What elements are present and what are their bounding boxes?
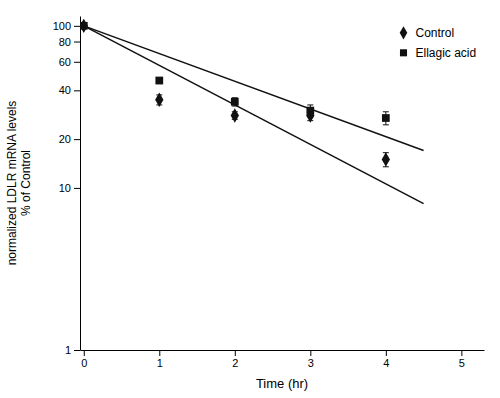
error-bar: [383, 112, 389, 125]
tick-mark: [386, 350, 387, 356]
error-bar: [232, 98, 238, 106]
x-axis: 0 1 2 3 4 5: [81, 350, 485, 369]
series: [80, 22, 390, 125]
tick-mark: [235, 350, 236, 356]
legend: Control Ellagic acid: [400, 26, 477, 60]
point: [231, 108, 239, 122]
tick-label: 40: [59, 84, 71, 96]
y-axis-title: normalized LDLR mRNA levels% of Control: [5, 101, 33, 266]
tick-label: 3: [308, 357, 314, 369]
legend-item: Control: [400, 26, 454, 40]
fit-line: [84, 26, 424, 204]
tick-label: 10: [59, 182, 71, 194]
tick-mark: [74, 26, 80, 27]
fit-line: [84, 26, 424, 151]
tick: 3: [308, 350, 314, 369]
tick-label: 1: [65, 344, 71, 356]
tick: 60: [59, 56, 80, 68]
point: [382, 114, 390, 122]
series: [80, 19, 390, 167]
tick: 1: [157, 350, 163, 369]
chart: 01234511020406080100ControlEllagic acidT…: [0, 0, 500, 398]
tick-mark: [74, 90, 80, 91]
point: [80, 19, 88, 33]
tick: 40: [59, 84, 80, 96]
tick: 100: [53, 20, 80, 32]
error-bar-cap: [307, 116, 313, 117]
y-axis-title-line: % of Control: [19, 150, 33, 216]
tick: 2: [232, 350, 238, 369]
marks: [80, 19, 424, 204]
tick-label: 60: [59, 56, 71, 68]
tick: 80: [59, 36, 80, 48]
error-bar: [156, 78, 162, 84]
tick-mark: [74, 188, 80, 189]
tick: 10: [59, 182, 80, 194]
legend-label: Ellagic acid: [415, 46, 476, 60]
error-bar-cap: [307, 104, 313, 105]
y-axis-title-line: normalized LDLR mRNA levels: [5, 101, 19, 266]
tick-label: 20: [59, 133, 71, 145]
tick-mark: [74, 350, 80, 351]
point: [155, 77, 163, 85]
error-bar-cap: [232, 106, 238, 107]
x-axis-title: Time (hr): [256, 376, 308, 391]
tick-mark: [84, 350, 85, 356]
tick-label: 0: [81, 357, 87, 369]
tick-label: 1: [157, 357, 163, 369]
point: [155, 93, 163, 107]
tick-mark: [310, 350, 311, 356]
error-bar-cap: [383, 111, 389, 112]
axis-line: [80, 17, 81, 351]
point: [231, 98, 239, 106]
point: [382, 152, 390, 166]
tick-label: 80: [59, 36, 71, 48]
tick-mark: [74, 139, 80, 140]
tick-label: 5: [459, 357, 465, 369]
tick-mark: [74, 42, 80, 43]
tick-label: 2: [232, 357, 238, 369]
legend-item: Ellagic acid: [400, 46, 476, 60]
tick: 1: [65, 344, 80, 356]
tick: 4: [383, 350, 389, 369]
tick-label: 4: [383, 357, 389, 369]
tick-mark: [74, 62, 80, 63]
tick: 20: [59, 133, 80, 145]
legend-label: Control: [415, 26, 454, 40]
legend-marker: [400, 49, 407, 56]
tick: 0: [81, 350, 87, 369]
error-bar: [307, 105, 313, 117]
error-bar-cap: [383, 124, 389, 125]
legend-marker: [400, 26, 408, 39]
tick-mark: [159, 350, 160, 356]
plot-area: 01234511020406080100ControlEllagic acid: [53, 17, 485, 369]
point: [80, 22, 88, 30]
tick-mark: [461, 350, 462, 356]
tick-label: 100: [53, 20, 71, 32]
y-axis: 1 10 20 40 60 80 100: [53, 17, 81, 357]
tick: 5: [459, 350, 465, 369]
point: [306, 107, 314, 115]
axis-line: [81, 350, 485, 351]
